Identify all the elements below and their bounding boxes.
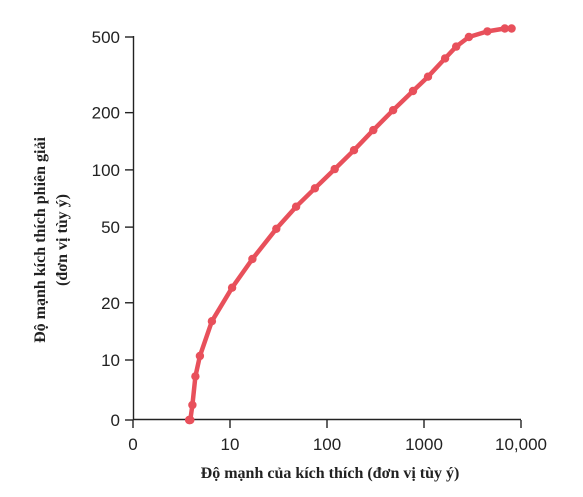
y-axis-title: Độ mạnh kích thích phiên giải (đơn vị tù… — [32, 137, 71, 343]
y-tick-label: 200 — [92, 104, 120, 123]
data-point — [408, 86, 418, 96]
y-tick-label: 10 — [101, 351, 120, 370]
y-tick-label: 100 — [92, 161, 120, 180]
data-point — [440, 54, 450, 63]
data-point — [248, 254, 257, 264]
data-point — [388, 106, 398, 115]
data-point — [452, 42, 461, 51]
y-tick-label: 50 — [101, 218, 120, 237]
data-point — [483, 27, 492, 36]
plot-area — [185, 24, 516, 425]
data-point — [369, 125, 378, 135]
data-point — [186, 415, 195, 425]
x-axis: 0 10 100 1000 10,000 — [128, 418, 547, 454]
y-axis: 0 10 20 50 100 200 500 — [92, 28, 135, 430]
x-tick-label: 10 — [221, 435, 240, 454]
y-ticks: 0 10 20 50 100 200 500 — [92, 28, 133, 430]
x-tick-label: 100 — [313, 435, 341, 454]
data-point — [423, 72, 433, 81]
y-axis-title-line-1: Độ mạnh kích thích phiên giải — [32, 137, 49, 343]
data-point — [330, 164, 339, 174]
data-point — [207, 317, 217, 326]
x-ticks: 0 10 100 1000 10,000 — [128, 420, 547, 454]
data-point — [500, 24, 509, 33]
y-tick-label: 20 — [101, 294, 120, 313]
data-point — [195, 351, 205, 361]
x-axis-title: Độ mạnh của kích thích (đơn vị tùy ý) — [201, 465, 460, 482]
y-axis-title-line-2: (đơn vị tùy ý) — [54, 194, 71, 286]
data-point — [507, 24, 516, 33]
data-point — [349, 146, 359, 155]
x-tick-label: 10,000 — [495, 435, 547, 454]
data-point — [227, 283, 237, 292]
series-line — [186, 26, 514, 423]
y-tick-label: 0 — [111, 411, 120, 430]
data-point — [272, 224, 281, 233]
data-point — [188, 400, 197, 410]
data-point — [464, 32, 474, 42]
x-tick-label: 0 — [128, 435, 137, 454]
y-tick-label: 500 — [92, 28, 120, 47]
data-point — [191, 372, 200, 381]
x-tick-label: 1000 — [405, 435, 443, 454]
data-point — [310, 184, 320, 193]
data-point — [291, 202, 301, 211]
